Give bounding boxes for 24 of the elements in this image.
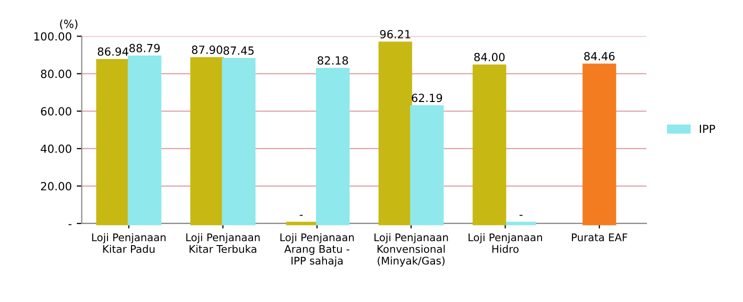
data-label: 82.18	[318, 56, 348, 65]
x-tick-label: Loji Penjanaan Hidro	[468, 233, 542, 253]
legend-label: IPP	[700, 124, 716, 133]
x-tick-label: Loji Penjanaan Konvensional (Minyak/Gas)	[374, 233, 448, 267]
data-label: -	[520, 214, 523, 216]
y-axis-title: (%)	[60, 19, 78, 30]
data-label: 84.00	[474, 52, 505, 62]
x-tick-label: Loji Penjanaan Kitar Terbuka	[186, 233, 260, 253]
y-tick-label: 40.00	[40, 144, 72, 153]
data-label: 87.90	[192, 46, 222, 54]
x-tick-label: Purata EAF	[572, 234, 628, 242]
x-tick-label: Loji Penjanaan Kitar Padu	[92, 233, 166, 253]
y-tick-label: 20.00	[41, 182, 72, 190]
y-tick-label: 60.00	[40, 107, 72, 116]
data-label: 87.45	[224, 46, 254, 55]
y-tick-label: 100.00	[34, 32, 72, 41]
data-label: 86.94	[98, 47, 128, 56]
y-tick-label: 80.00	[40, 70, 72, 78]
data-label: 88.79	[129, 44, 160, 52]
x-tick-label: Loji Penjanaan Arang Batu - IPP sahaja	[280, 233, 354, 267]
y-tick-label: -	[68, 224, 72, 226]
data-label: -	[300, 214, 303, 216]
data-label: 84.46	[584, 52, 615, 60]
data-label: 96.21	[380, 30, 410, 38]
